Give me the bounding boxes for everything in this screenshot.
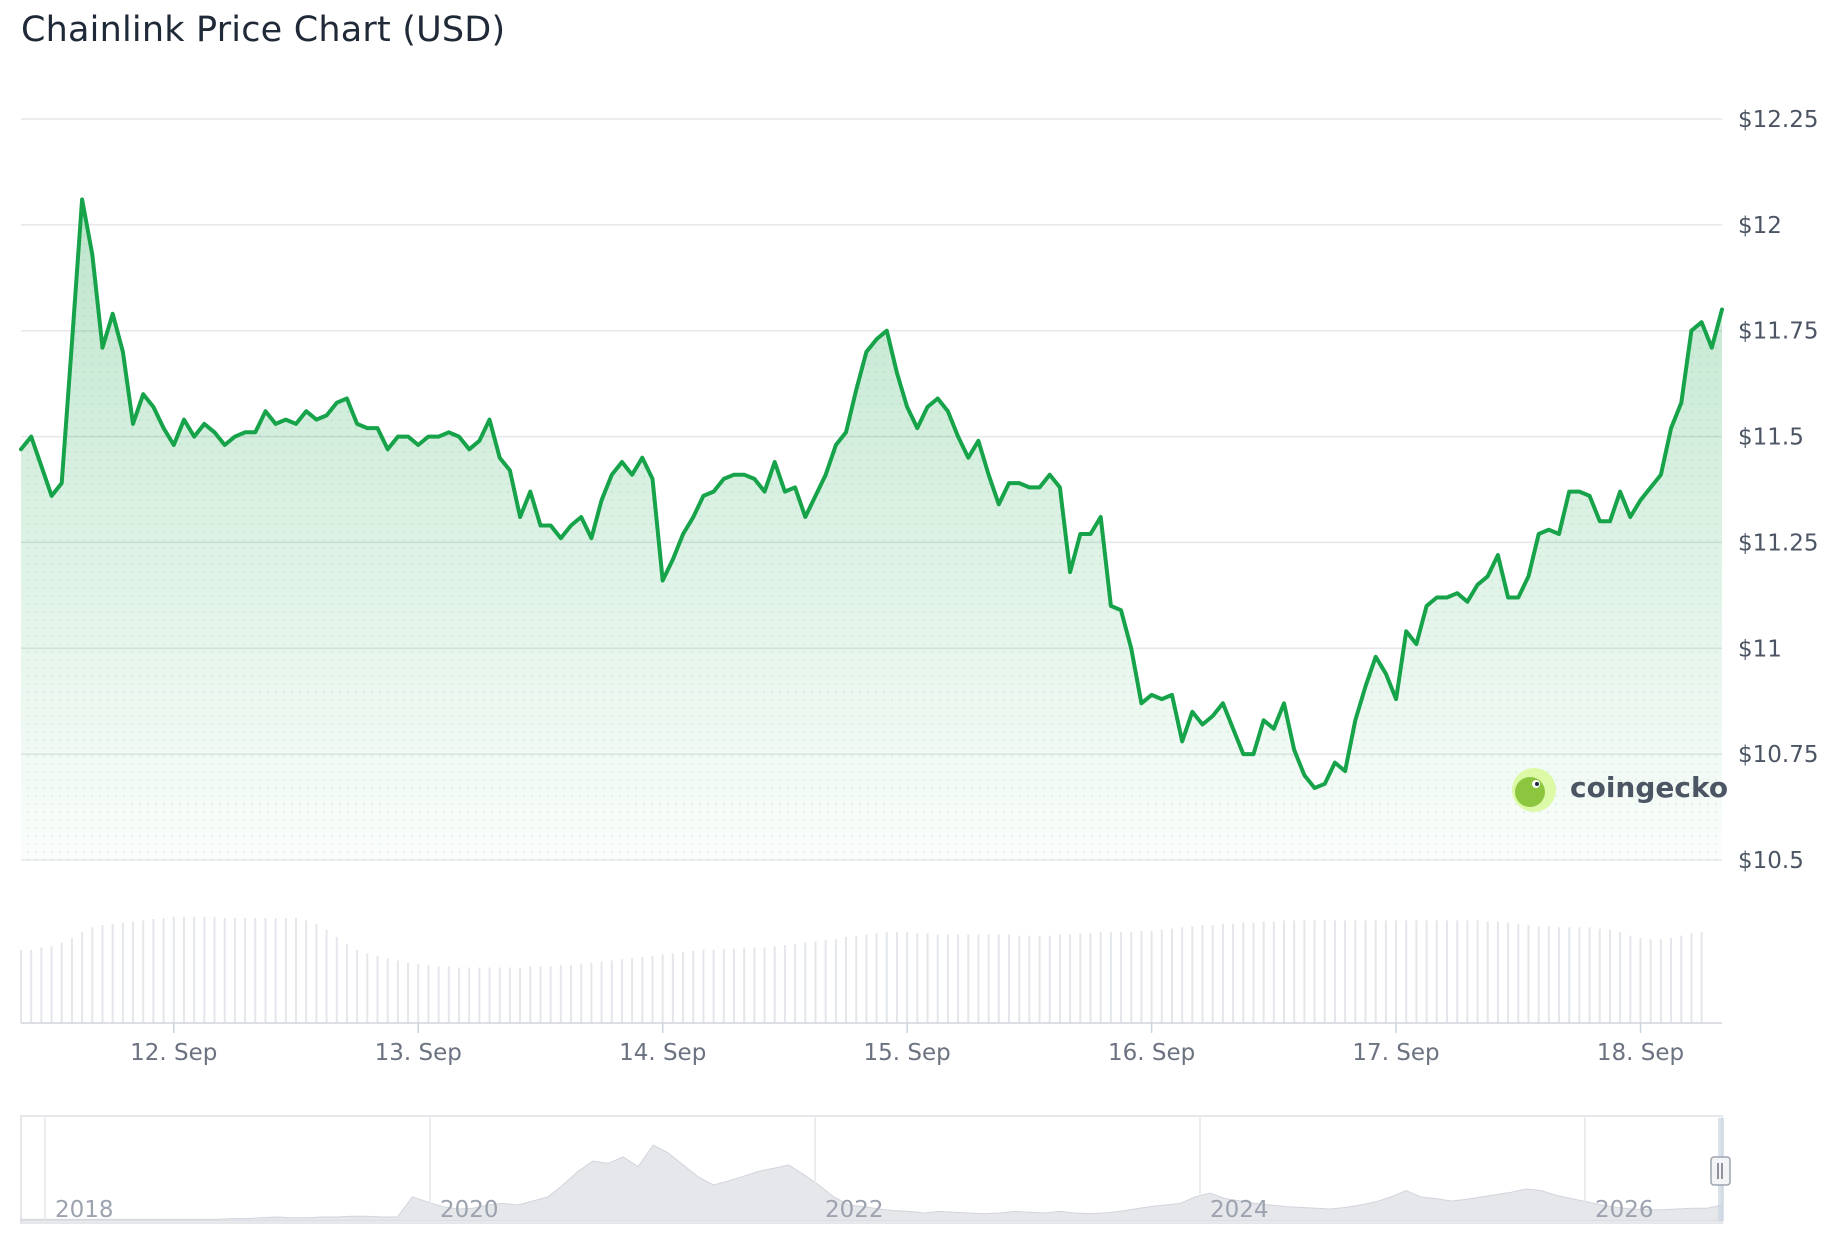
y-tick-label: $11.5	[1738, 425, 1804, 451]
navigator-year-label: 2024	[1210, 1197, 1269, 1223]
x-tick-label: 18. Sep	[1597, 1040, 1684, 1066]
chart-title: Chainlink Price Chart (USD)	[21, 10, 506, 50]
y-tick-label: $12	[1738, 213, 1782, 239]
navigator-year-label: 2026	[1595, 1197, 1654, 1223]
y-tick-label: $11.25	[1738, 530, 1818, 556]
x-tick-label: 15. Sep	[864, 1040, 951, 1066]
x-tick-label: 13. Sep	[375, 1040, 462, 1066]
brand-name: coingecko	[1570, 771, 1728, 804]
navigator-handle[interactable]	[1710, 1156, 1731, 1186]
gecko-head-icon	[1515, 777, 1545, 807]
coingecko-watermark: coingecko	[1512, 768, 1728, 812]
navigator-history-area	[20, 1144, 1723, 1222]
volume-bars	[20, 916, 1722, 1024]
area-dots	[21, 199, 1722, 860]
y-tick-label: $10.75	[1738, 742, 1818, 768]
x-tick-label: 14. Sep	[619, 1040, 706, 1066]
price-area	[19, 197, 1724, 860]
x-tick-label: 17. Sep	[1352, 1040, 1439, 1066]
navigator-year-label: 2018	[55, 1197, 114, 1223]
navigator-year-label: 2020	[440, 1197, 499, 1223]
y-tick-label: $11.75	[1738, 319, 1818, 345]
price-line	[19, 197, 1724, 790]
y-tick-label: $12.25	[1738, 107, 1818, 133]
range-navigator[interactable]: 2018 2020 2022 2024 2026	[20, 1115, 1731, 1224]
x-tick-label: 16. Sep	[1108, 1040, 1195, 1066]
x-tick-label: 12. Sep	[130, 1040, 217, 1066]
y-tick-label: $10.5	[1738, 848, 1804, 874]
navigator-year-label: 2022	[825, 1197, 884, 1223]
y-axis: $10.5 $10.75 $11 $11.25 $11.5 $11.75 $12 $12.25	[1738, 107, 1818, 874]
x-axis: 12. Sep 13. Sep 14. Sep 15. Sep 16. Sep 17. S…	[130, 1023, 1684, 1066]
y-tick-label: $11	[1738, 636, 1782, 662]
